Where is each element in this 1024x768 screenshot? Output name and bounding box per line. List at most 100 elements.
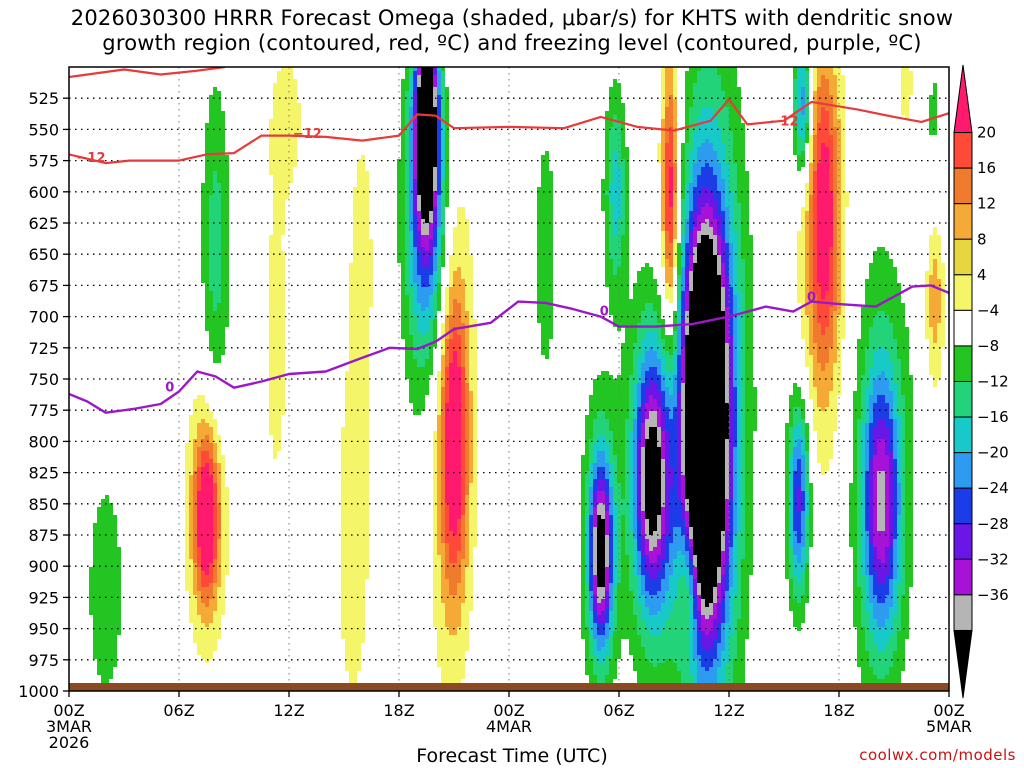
omega-cell <box>273 447 281 451</box>
omega-cell <box>737 339 741 343</box>
omega-cell <box>737 427 741 431</box>
omega-cell <box>597 435 605 439</box>
omega-cell <box>741 307 745 311</box>
omega-cell <box>629 455 633 459</box>
omega-cell <box>865 391 873 395</box>
omega-cell <box>793 507 797 511</box>
omega-cell <box>905 447 913 451</box>
omega-cell <box>813 191 817 195</box>
omega-cell <box>861 435 865 439</box>
omega-cell <box>441 195 445 199</box>
omega-cell <box>605 151 609 155</box>
omega-cell <box>889 355 897 359</box>
omega-cell <box>413 203 417 207</box>
chart-title-line-2: growth region (contoured, red, ºC) and f… <box>102 31 922 55</box>
omega-cell <box>605 139 609 143</box>
omega-cell <box>617 115 625 119</box>
omega-cell <box>605 111 625 115</box>
omega-cell <box>465 415 469 419</box>
omega-cell <box>681 507 685 511</box>
omega-cell <box>441 359 445 363</box>
omega-cell <box>685 227 689 231</box>
omega-cell <box>541 339 549 343</box>
omega-cell <box>413 67 417 71</box>
omega-cell <box>433 327 437 331</box>
omega-cell <box>865 455 869 459</box>
omega-cell <box>837 199 841 203</box>
omega-cell <box>405 263 409 267</box>
omega-cell <box>609 475 613 479</box>
omega-cell <box>197 475 201 479</box>
omega-cell <box>413 167 417 171</box>
omega-cell <box>465 511 469 515</box>
omega-cell <box>437 223 441 227</box>
omega-cell <box>465 323 469 327</box>
omega-cell <box>613 495 621 499</box>
omega-cell <box>817 175 829 179</box>
omega-cell <box>217 499 221 503</box>
omega-cell <box>793 487 797 491</box>
omega-cell <box>441 179 445 183</box>
omega-cell <box>661 175 665 179</box>
omega-cell <box>405 211 409 215</box>
omega-cell <box>897 507 901 511</box>
omega-cell <box>661 247 665 251</box>
omega-cell <box>645 495 661 499</box>
omega-cell <box>721 295 725 299</box>
omega-cell <box>729 339 733 343</box>
omega-cell <box>897 451 901 455</box>
omega-cell <box>209 271 221 275</box>
omega-cell <box>729 487 733 491</box>
omega-cell <box>809 247 813 251</box>
omega-cell <box>641 499 645 503</box>
omega-cell <box>345 395 369 399</box>
omega-cell <box>925 303 929 307</box>
omega-cell <box>457 223 469 227</box>
omega-cell <box>637 431 641 435</box>
omega-cell <box>889 359 901 363</box>
omega-cell <box>833 311 841 315</box>
omega-cell <box>625 335 637 339</box>
omega-cell <box>701 227 713 231</box>
omega-cell <box>273 103 301 107</box>
omega-cell <box>205 323 229 327</box>
omega-cell <box>661 103 665 107</box>
omega-cell <box>857 499 861 503</box>
omega-cell <box>817 219 833 223</box>
omega-cell <box>733 251 737 255</box>
omega-cell <box>745 371 753 375</box>
omega-cell <box>857 467 861 471</box>
omega-cell <box>417 179 433 183</box>
omega-cell <box>441 431 445 435</box>
omega-cell <box>605 227 609 231</box>
omega-cell <box>929 351 941 355</box>
omega-cell <box>441 403 445 407</box>
omega-cell <box>429 239 433 243</box>
omega-cell <box>877 423 885 427</box>
omega-cell <box>453 355 457 359</box>
omega-cell <box>689 327 725 331</box>
omega-cell <box>933 331 937 335</box>
omega-cell <box>793 415 801 419</box>
omega-cell <box>833 271 837 275</box>
omega-cell <box>401 267 405 271</box>
omega-cell <box>745 415 757 419</box>
omega-cell <box>417 99 433 103</box>
omega-cell <box>797 143 805 147</box>
omega-cell <box>793 71 797 75</box>
omega-cell <box>193 499 197 503</box>
omega-cell <box>409 327 417 331</box>
omega-cell <box>625 435 629 439</box>
omega-cell <box>445 131 449 135</box>
omega-cell <box>441 515 445 519</box>
omega-cell <box>657 427 661 431</box>
omega-cell <box>585 495 589 499</box>
omega-cell <box>701 211 713 215</box>
omega-cell <box>461 335 465 339</box>
omega-cell <box>409 103 413 107</box>
omega-cell <box>829 275 833 279</box>
omega-cell <box>209 103 221 107</box>
omega-cell <box>537 243 553 247</box>
omega-cell <box>717 199 721 203</box>
omega-cell <box>589 407 629 411</box>
